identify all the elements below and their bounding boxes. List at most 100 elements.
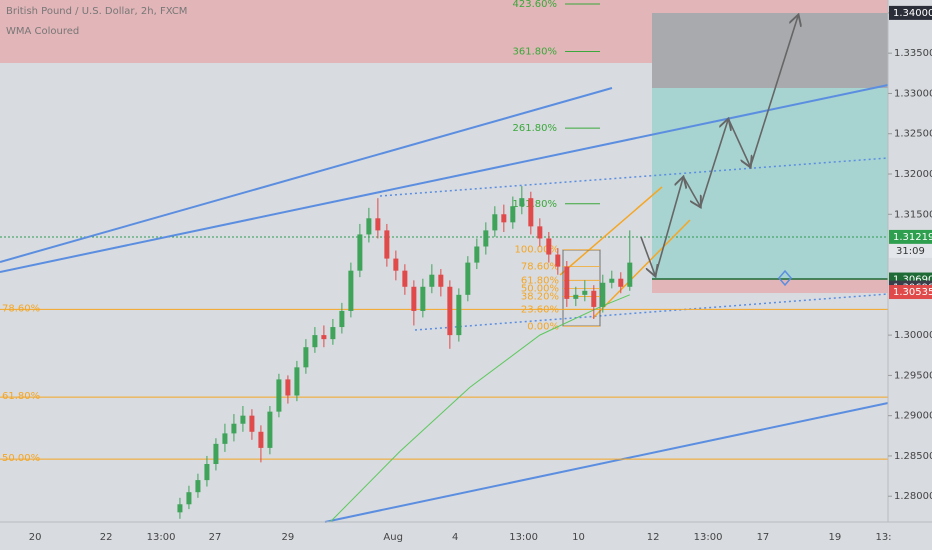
trend-lines bbox=[0, 84, 889, 523]
arrow bbox=[654, 178, 683, 278]
candle-body bbox=[429, 274, 435, 287]
fib-label: 78.60% bbox=[521, 262, 559, 273]
y-tick-label: 1.28500 bbox=[894, 451, 932, 462]
price-label-bg bbox=[889, 285, 932, 300]
candle-body bbox=[627, 262, 633, 287]
candle-body bbox=[483, 230, 489, 247]
candle-body bbox=[582, 290, 588, 295]
arrow bbox=[727, 117, 750, 166]
price-label-bg bbox=[889, 5, 932, 20]
channel-line bbox=[592, 219, 691, 319]
candle-body bbox=[357, 234, 363, 271]
candle-body bbox=[465, 262, 471, 295]
candle-body bbox=[384, 230, 390, 259]
price-label: 1.30535 bbox=[893, 287, 932, 298]
channel bbox=[559, 186, 691, 319]
candle-body bbox=[294, 367, 300, 396]
y-tick-label: 1.32000 bbox=[894, 169, 932, 180]
target-zone bbox=[652, 13, 888, 88]
trend-line bbox=[0, 84, 889, 273]
fib-label: 423.60% bbox=[513, 0, 558, 10]
channel-line bbox=[559, 186, 663, 276]
candle-body bbox=[339, 310, 345, 328]
y-tick-label: 1.33000 bbox=[894, 88, 932, 99]
fib-label: 161.80% bbox=[513, 199, 558, 210]
candle-body bbox=[348, 270, 354, 311]
x-tick-label: 22 bbox=[100, 532, 113, 543]
candle-body bbox=[438, 274, 444, 287]
fib-label: 0.00% bbox=[527, 321, 559, 332]
candle-body bbox=[519, 198, 525, 207]
candle-body bbox=[177, 504, 183, 513]
y-tick-label: 1.31500 bbox=[894, 209, 932, 220]
candle-body bbox=[321, 335, 327, 340]
x-tick-label: 12 bbox=[647, 532, 660, 543]
candle-body bbox=[510, 206, 516, 223]
candle-body bbox=[285, 379, 291, 396]
fib-label: 78.60% bbox=[2, 303, 40, 314]
arrow bbox=[699, 120, 728, 209]
candle-body bbox=[555, 254, 561, 267]
candle-body bbox=[402, 270, 408, 287]
stop-zone bbox=[652, 279, 888, 293]
fib-label: 361.80% bbox=[513, 47, 558, 58]
projection-arrows bbox=[640, 16, 798, 278]
price-label: 1.34000 bbox=[893, 8, 932, 19]
candle-body bbox=[213, 443, 219, 464]
x-tick-label: 20 bbox=[29, 532, 42, 543]
fib-label: 61.80% bbox=[521, 275, 559, 286]
trend-line bbox=[414, 293, 889, 331]
candle-body bbox=[456, 294, 462, 336]
indicator-name: WMA Coloured bbox=[6, 26, 79, 37]
y-tick-label: 1.29500 bbox=[894, 370, 932, 381]
candle-body bbox=[600, 282, 606, 307]
candle-body bbox=[492, 214, 498, 231]
x-tick-label: 4 bbox=[452, 532, 458, 543]
candle-body bbox=[312, 335, 318, 348]
countdown-bg bbox=[889, 243, 932, 258]
candle-body bbox=[303, 347, 309, 368]
price-label: 1.30690 bbox=[893, 275, 932, 286]
x-tick-label: 13:00 bbox=[509, 532, 538, 543]
x-tick-label: 13:00 bbox=[694, 532, 723, 543]
x-tick-label: 19 bbox=[829, 532, 842, 543]
candle-body bbox=[258, 431, 264, 448]
price-label-bg bbox=[889, 229, 932, 244]
x-tick-label: 10 bbox=[572, 532, 585, 543]
candle-body bbox=[330, 327, 336, 340]
arrow bbox=[640, 236, 655, 275]
fib-label: 50.00% bbox=[2, 453, 40, 464]
trend-line bbox=[0, 87, 613, 263]
fib-label: 100.00% bbox=[515, 245, 560, 256]
candle-body bbox=[393, 258, 399, 271]
y-tick-label: 1.33500 bbox=[894, 48, 932, 59]
candle-body bbox=[411, 286, 417, 311]
y-tick-label: 1.29000 bbox=[894, 411, 932, 422]
countdown: 31:09 bbox=[896, 246, 925, 257]
candle-body bbox=[609, 278, 615, 283]
x-tick-label: 17 bbox=[757, 532, 770, 543]
trend-line bbox=[324, 402, 889, 523]
candle-body bbox=[573, 294, 579, 299]
candle-body bbox=[501, 214, 507, 223]
candle-body bbox=[528, 198, 534, 227]
fib-label: 50.00% bbox=[521, 283, 559, 294]
price-label: 1.31219 bbox=[893, 232, 932, 243]
candle-body bbox=[537, 226, 543, 239]
y-tick-label: 1.30000 bbox=[894, 330, 932, 341]
candle-body bbox=[204, 464, 210, 481]
y-tick-label: 1.32500 bbox=[894, 129, 932, 140]
x-tick-label: 13:00 bbox=[147, 532, 176, 543]
candle-body bbox=[267, 411, 273, 448]
fib-label: 38.20% bbox=[521, 291, 559, 302]
candle-body bbox=[240, 415, 246, 424]
fib-label: 61.80% bbox=[2, 391, 40, 402]
marks: 423.60% 361.80% 261.80% 161.80% 100.00% 78.60… bbox=[0, 0, 888, 523]
candle-body bbox=[564, 266, 570, 299]
arrow bbox=[682, 175, 700, 206]
candle-body bbox=[447, 286, 453, 336]
fib-label: 261.80% bbox=[513, 123, 558, 134]
x-tick-label: 29 bbox=[282, 532, 295, 543]
chart-title: British Pound / U.S. Dollar, 2h, FXCM bbox=[6, 6, 187, 17]
